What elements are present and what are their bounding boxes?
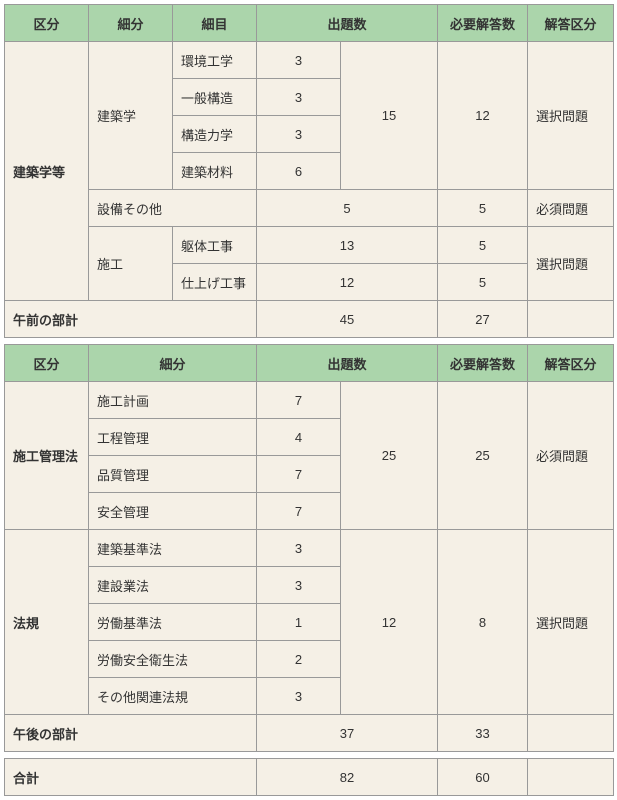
saibun-cell: 施工計画 <box>89 382 257 419</box>
table-row: 建築学等 建築学 環境工学 3 15 12 選択問題 <box>5 42 614 79</box>
h-hitsuyo: 必要解答数 <box>438 345 528 382</box>
saimoku-cell: 一般構造 <box>173 79 257 116</box>
saibun-cell: 労働安全衛生法 <box>89 641 257 678</box>
table-row: 施工 躯体工事 13 5 選択問題 <box>5 227 614 264</box>
subtotal-cell: 15 <box>341 42 438 190</box>
h-kubun: 区分 <box>5 345 89 382</box>
saibun-cell: 建築学 <box>89 42 173 190</box>
header-row-morning: 区分 細分 細目 出題数 必要解答数 解答区分 <box>5 5 614 42</box>
h-saibun: 細分 <box>89 5 173 42</box>
count-cell: 3 <box>257 116 341 153</box>
type-cell: 必須問題 <box>528 382 614 530</box>
h-saibun: 細分 <box>89 345 257 382</box>
type-cell: 必須問題 <box>528 190 614 227</box>
count-cell: 13 <box>257 227 438 264</box>
required-cell: 12 <box>438 42 528 190</box>
grand-required: 60 <box>438 759 528 796</box>
table-row: 法規 建築基準法 3 12 8 選択問題 <box>5 530 614 567</box>
subtotal-cell: 12 <box>341 530 438 715</box>
h-saimoku: 細目 <box>173 5 257 42</box>
required-cell: 25 <box>438 382 528 530</box>
saibun-cell: その他関連法規 <box>89 678 257 715</box>
count-cell: 3 <box>257 678 341 715</box>
saibun-cell: 品質管理 <box>89 456 257 493</box>
h-kubun: 区分 <box>5 5 89 42</box>
subtotal-cell: 25 <box>341 382 438 530</box>
count-cell: 2 <box>257 641 341 678</box>
afternoon-total-row: 午後の部計 37 33 <box>5 715 614 752</box>
saibun-cell: 安全管理 <box>89 493 257 530</box>
h-kaitokubun: 解答区分 <box>528 5 614 42</box>
saibun-cell: 工程管理 <box>89 419 257 456</box>
h-hitsuyo: 必要解答数 <box>438 5 528 42</box>
required-cell: 8 <box>438 530 528 715</box>
kubun-cell: 施工管理法 <box>5 382 89 530</box>
total-required: 27 <box>438 301 528 338</box>
count-cell: 12 <box>257 264 438 301</box>
count-cell: 3 <box>257 530 341 567</box>
saimoku-cell: 環境工学 <box>173 42 257 79</box>
required-cell: 5 <box>438 264 528 301</box>
grand-count: 82 <box>257 759 438 796</box>
type-cell: 選択問題 <box>528 227 614 301</box>
empty-cell <box>528 715 614 752</box>
total-label: 午後の部計 <box>5 715 257 752</box>
saimoku-cell: 躯体工事 <box>173 227 257 264</box>
count-cell: 3 <box>257 79 341 116</box>
table-row: 施工管理法 施工計画 7 25 25 必須問題 <box>5 382 614 419</box>
count-cell: 7 <box>257 493 341 530</box>
saibun-cell: 施工 <box>89 227 173 301</box>
count-cell: 6 <box>257 153 341 190</box>
count-cell: 1 <box>257 604 341 641</box>
morning-total-row: 午前の部計 45 27 <box>5 301 614 338</box>
saibun-cell: 設備その他 <box>89 190 257 227</box>
total-required: 33 <box>438 715 528 752</box>
saimoku-cell: 建築材料 <box>173 153 257 190</box>
table-row: 設備その他 5 5 必須問題 <box>5 190 614 227</box>
saimoku-cell: 構造力学 <box>173 116 257 153</box>
count-cell: 7 <box>257 382 341 419</box>
required-cell: 5 <box>438 190 528 227</box>
type-cell: 選択問題 <box>528 42 614 190</box>
count-cell: 4 <box>257 419 341 456</box>
total-count: 37 <box>257 715 438 752</box>
kubun-cell: 建築学等 <box>5 42 89 301</box>
grand-label: 合計 <box>5 759 257 796</box>
empty-cell <box>528 759 614 796</box>
grand-total-row: 合計 82 60 <box>5 759 614 796</box>
total-label: 午前の部計 <box>5 301 257 338</box>
count-cell: 3 <box>257 567 341 604</box>
saimoku-cell: 仕上げ工事 <box>173 264 257 301</box>
count-cell: 5 <box>257 190 438 227</box>
empty-cell <box>528 301 614 338</box>
count-cell: 7 <box>257 456 341 493</box>
count-cell: 3 <box>257 42 341 79</box>
h-shutsu: 出題数 <box>257 345 438 382</box>
saibun-cell: 建設業法 <box>89 567 257 604</box>
total-count: 45 <box>257 301 438 338</box>
kubun-cell: 法規 <box>5 530 89 715</box>
saibun-cell: 建築基準法 <box>89 530 257 567</box>
exam-breakdown-table: 区分 細分 細目 出題数 必要解答数 解答区分 建築学等 建築学 環境工学 3 … <box>4 4 614 796</box>
type-cell: 選択問題 <box>528 530 614 715</box>
saibun-cell: 労働基準法 <box>89 604 257 641</box>
h-kaitokubun: 解答区分 <box>528 345 614 382</box>
header-row-afternoon: 区分 細分 出題数 必要解答数 解答区分 <box>5 345 614 382</box>
required-cell: 5 <box>438 227 528 264</box>
h-shutsu: 出題数 <box>257 5 438 42</box>
